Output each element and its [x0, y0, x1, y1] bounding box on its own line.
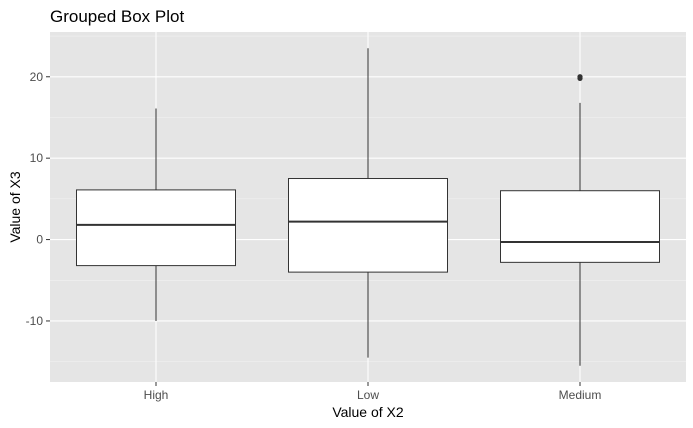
- box-iqr: [76, 189, 236, 267]
- x-tick-label: Low: [357, 388, 379, 402]
- box-iqr: [288, 178, 448, 273]
- outlier-point: [577, 74, 583, 80]
- y-axis-title: Value of X3: [7, 171, 23, 243]
- x-axis: High Low Medium: [144, 382, 602, 402]
- boxes-group: [76, 48, 660, 366]
- chart-title: Grouped Box Plot: [50, 7, 184, 26]
- box-medium: [500, 74, 660, 366]
- y-tick-label: 0: [36, 233, 43, 247]
- box-high: [76, 108, 236, 321]
- box-iqr: [500, 190, 660, 263]
- y-tick-label: 10: [30, 151, 44, 165]
- y-tick-label: 20: [30, 70, 44, 84]
- x-tick-label: Medium: [559, 388, 602, 402]
- x-tick-label: High: [144, 388, 169, 402]
- box-low: [288, 48, 448, 358]
- y-axis: -10 0 10 20: [26, 70, 50, 328]
- y-tick-label: -10: [26, 314, 44, 328]
- x-axis-title: Value of X2: [332, 404, 404, 420]
